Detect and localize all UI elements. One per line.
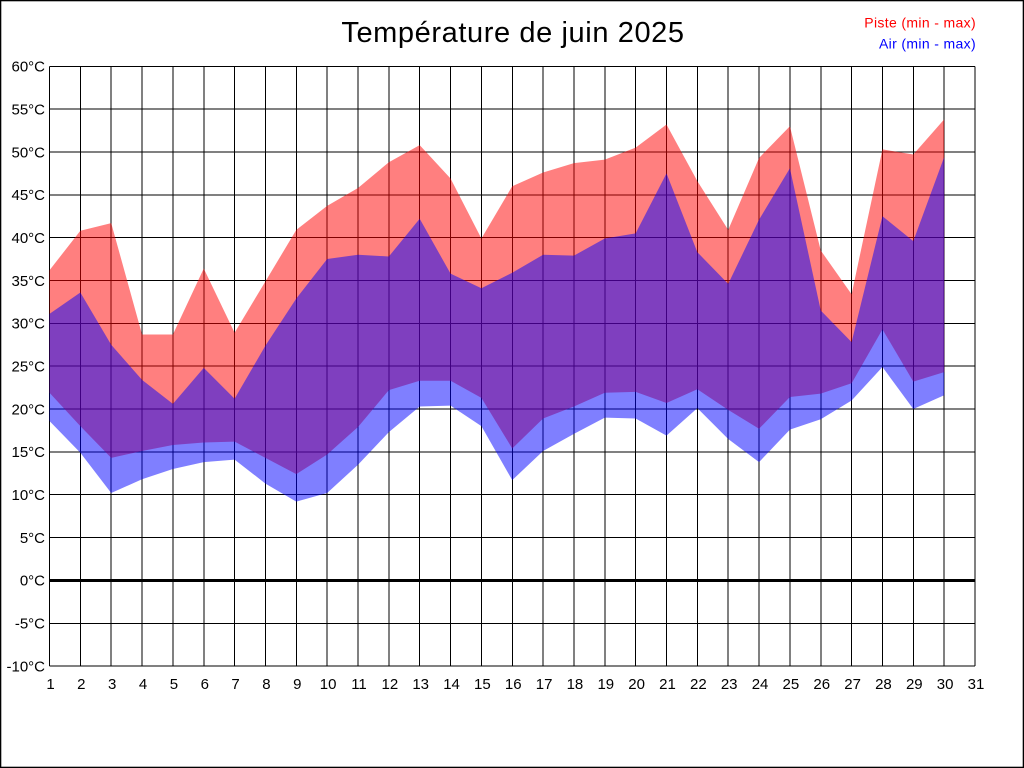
svg-text:4: 4 <box>139 676 147 693</box>
svg-text:40°C: 40°C <box>11 230 45 247</box>
svg-text:14: 14 <box>443 676 460 693</box>
svg-text:13: 13 <box>412 676 429 693</box>
svg-text:-10°C: -10°C <box>6 658 45 675</box>
svg-text:11: 11 <box>351 676 367 693</box>
svg-text:2: 2 <box>77 676 85 693</box>
svg-text:0°C: 0°C <box>20 573 45 590</box>
svg-text:28: 28 <box>875 676 892 693</box>
svg-text:3: 3 <box>108 676 116 693</box>
svg-text:35°C: 35°C <box>11 273 45 290</box>
svg-text:15°C: 15°C <box>11 444 45 461</box>
svg-text:15: 15 <box>474 676 491 693</box>
svg-text:18: 18 <box>567 676 584 693</box>
svg-text:23: 23 <box>721 676 738 693</box>
svg-text:10°C: 10°C <box>11 487 45 504</box>
svg-text:7: 7 <box>231 676 239 693</box>
svg-text:-5°C: -5°C <box>15 616 45 633</box>
svg-text:31: 31 <box>968 676 985 693</box>
svg-text:Air (min - max): Air (min - max) <box>879 36 976 52</box>
svg-text:16: 16 <box>505 676 522 693</box>
svg-text:30: 30 <box>937 676 954 693</box>
svg-text:60°C: 60°C <box>11 59 45 76</box>
svg-text:8: 8 <box>262 676 270 693</box>
svg-text:30°C: 30°C <box>11 316 45 333</box>
svg-text:50°C: 50°C <box>11 144 45 161</box>
svg-text:20°C: 20°C <box>11 401 45 418</box>
svg-text:9: 9 <box>293 676 301 693</box>
svg-text:29: 29 <box>906 676 923 693</box>
svg-text:55°C: 55°C <box>11 101 45 118</box>
svg-text:6: 6 <box>201 676 209 693</box>
svg-text:26: 26 <box>813 676 830 693</box>
svg-text:25°C: 25°C <box>11 358 45 375</box>
svg-text:17: 17 <box>536 676 553 693</box>
svg-text:5°C: 5°C <box>20 530 45 547</box>
svg-text:24: 24 <box>752 676 769 693</box>
svg-text:10: 10 <box>320 676 337 693</box>
svg-text:45°C: 45°C <box>11 187 45 204</box>
svg-text:21: 21 <box>659 676 676 693</box>
svg-text:27: 27 <box>844 676 861 693</box>
svg-text:Température de juin 2025: Température de juin 2025 <box>341 17 684 49</box>
svg-text:12: 12 <box>382 676 399 693</box>
svg-text:1: 1 <box>46 676 54 693</box>
svg-text:19: 19 <box>597 676 614 693</box>
svg-text:20: 20 <box>628 676 645 693</box>
svg-text:25: 25 <box>783 676 800 693</box>
svg-text:5: 5 <box>170 676 178 693</box>
svg-text:Piste (min - max): Piste (min - max) <box>864 15 976 31</box>
svg-text:22: 22 <box>690 676 707 693</box>
